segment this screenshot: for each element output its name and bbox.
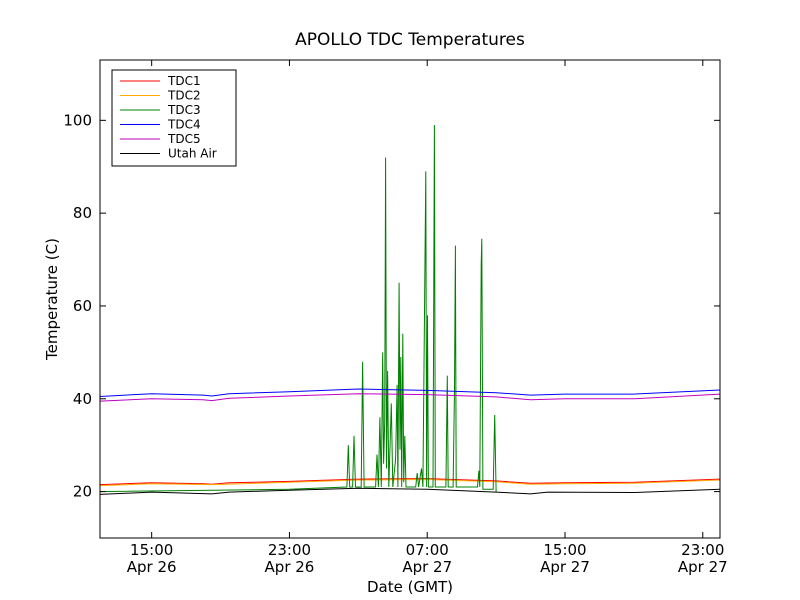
series-line-tdc1 (99, 478, 721, 486)
legend-label: TDC4 (167, 118, 201, 132)
x-tick-label-time: 15:00 (543, 541, 586, 559)
x-tick-label-time: 23:00 (681, 541, 724, 559)
legend-label: TDC3 (167, 103, 201, 117)
x-tick-label-time: 07:00 (406, 541, 449, 559)
legend-label: TDC1 (167, 74, 201, 88)
y-tick-label: 60 (73, 297, 92, 315)
series-line-tdc4 (99, 388, 721, 397)
x-axis-label: Date (GMT) (367, 578, 453, 596)
plot-frame (99, 59, 721, 539)
x-tick-label-date: Apr 27 (540, 558, 590, 576)
x-tick-label-date: Apr 26 (265, 558, 315, 576)
x-tick-label-date: Apr 26 (127, 558, 177, 576)
y-tick-label: 20 (73, 483, 92, 501)
series-line-utah-air (99, 487, 721, 495)
y-axis-label: Temperature (C) (43, 238, 61, 361)
series-line-tdc2 (99, 478, 721, 487)
y-tick-label: 40 (73, 390, 92, 408)
y-tick-label: 80 (73, 204, 92, 222)
x-tick-label-date: Apr 27 (402, 558, 452, 576)
series-line-tdc5 (99, 393, 721, 402)
x-tick-label-date: Apr 27 (678, 558, 728, 576)
legend-label: Utah Air (168, 147, 217, 161)
x-tick-label-time: 15:00 (130, 541, 173, 559)
y-axis: 20 40 60 80 100 (63, 111, 720, 501)
x-tick-label-time: 23:00 (268, 541, 311, 559)
series-layer (99, 124, 721, 495)
legend-label: TDC5 (167, 132, 201, 146)
y-tick-label: 100 (63, 111, 92, 129)
chart-title: APOLLO TDC Temperatures (295, 30, 525, 50)
legend-label: TDC2 (167, 89, 201, 103)
legend-box (111, 69, 237, 167)
series-line-tdc3 (99, 124, 497, 493)
